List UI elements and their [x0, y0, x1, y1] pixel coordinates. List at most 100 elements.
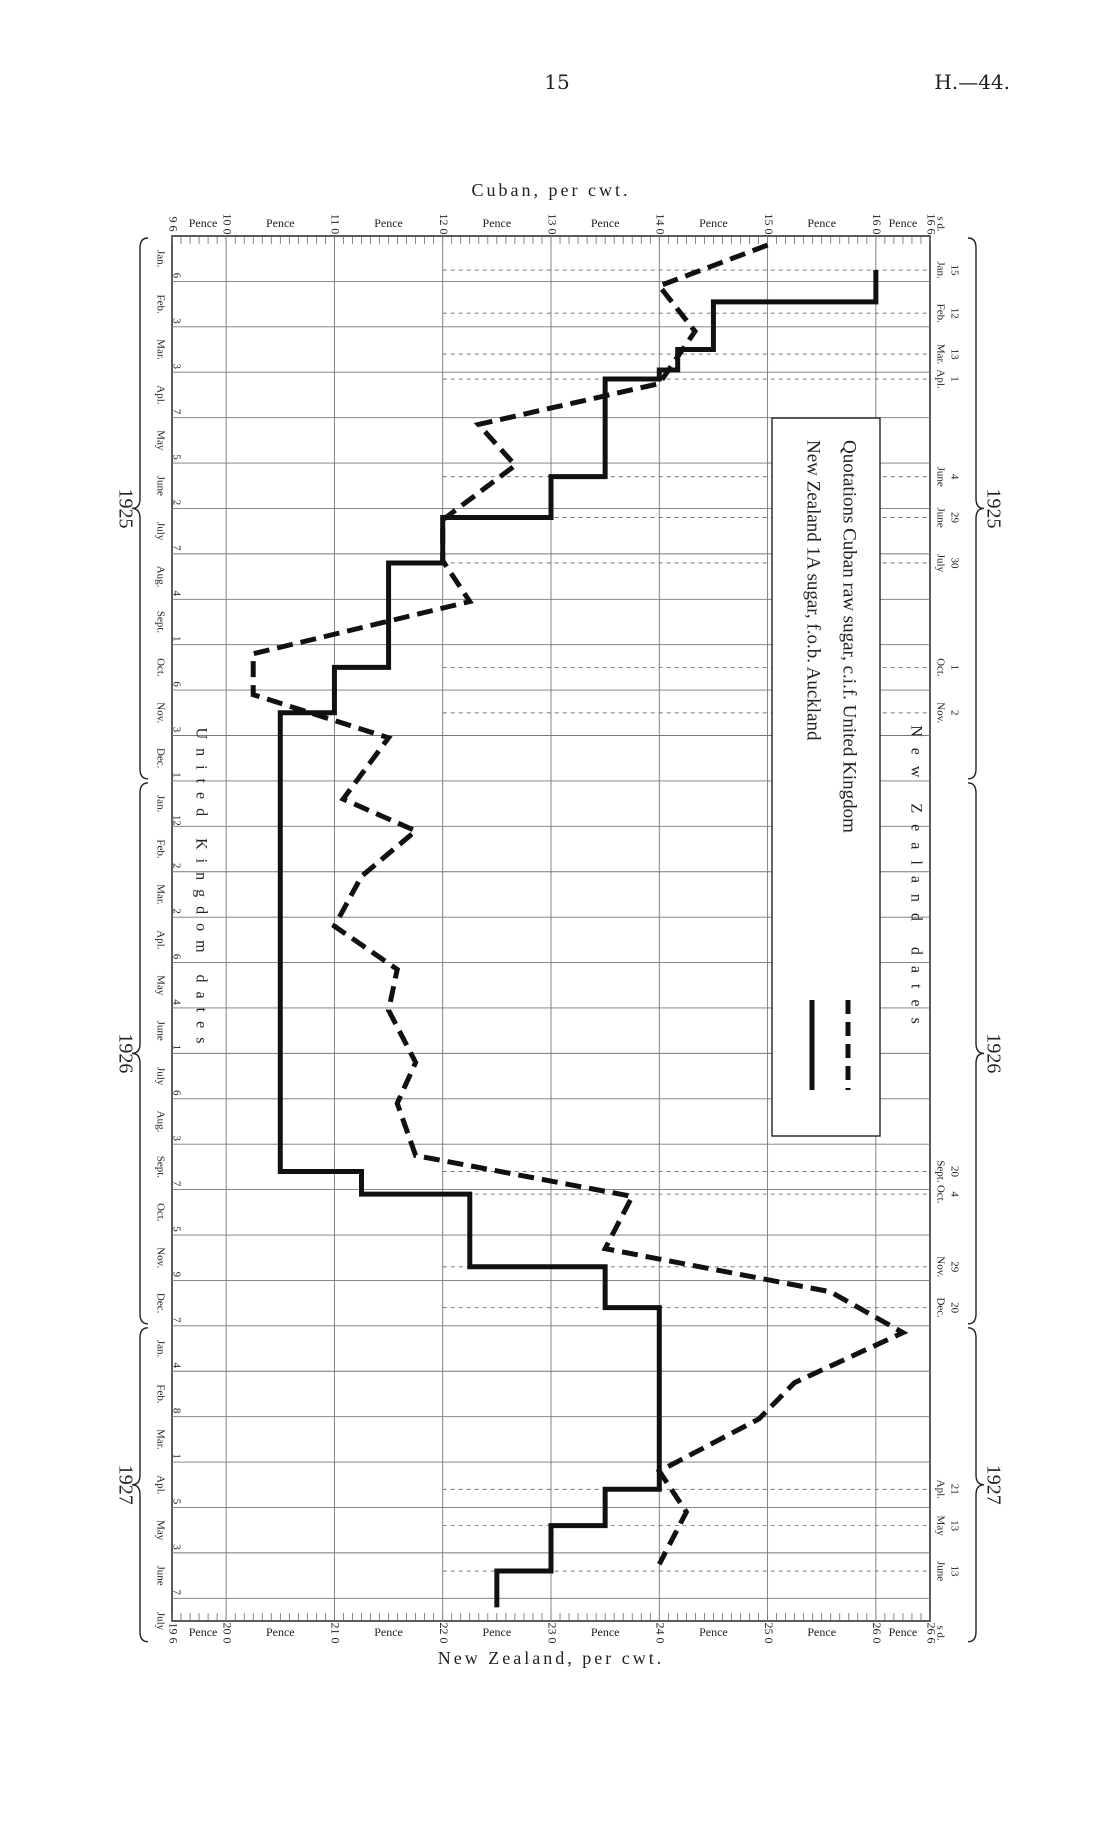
year-label-right: 1926: [982, 1033, 1004, 1073]
series-line-cuban: [250, 242, 909, 1566]
month-label: Apl.: [154, 1475, 166, 1495]
uk-day-label: 3: [170, 1135, 182, 1141]
bottom-unit-label: Pence: [699, 1625, 728, 1639]
nz-day-label: 20: [948, 1302, 960, 1314]
uk-day-label: 3: [170, 363, 182, 369]
bottom-tick-label: 20 0: [220, 1623, 234, 1644]
top-unit-label: Pence: [807, 216, 836, 230]
uk-day-label: 3: [170, 727, 182, 733]
nz-day-label: 2: [948, 710, 960, 716]
nz-month-label: Apl.: [934, 1480, 946, 1500]
bottom-unit-label: Pence: [483, 1625, 512, 1639]
nz-month-label: July: [934, 554, 946, 573]
month-label: Oct.: [154, 658, 166, 677]
top-unit-label: Pence: [591, 216, 620, 230]
bottom-tick-label: 25 0: [762, 1623, 776, 1644]
bottom-tick-label: 24 0: [654, 1623, 668, 1644]
uk-day-label: 6: [170, 273, 182, 279]
nz-month-label: Apl.: [934, 369, 946, 389]
uk-day-label: 2: [170, 500, 182, 506]
nz-month-label: Nov.: [934, 702, 946, 723]
year-label-left: 1925: [114, 488, 136, 528]
legend-label-nz: New Zealand 1A sugar, f.o.b. Auckland: [803, 440, 824, 741]
nz-day-label: 13: [948, 349, 960, 361]
nz-dates-label: New Zealand dates: [907, 725, 924, 1035]
month-label: Mar.: [154, 339, 166, 360]
bottom-tick-label: 26 6: [924, 1623, 938, 1644]
year-bracket-right: [967, 782, 985, 1325]
nz-day-label: 1: [948, 665, 960, 671]
year-label-left: 1927: [114, 1465, 136, 1505]
bottom-unit-label: Pence: [889, 1625, 918, 1639]
month-label: Nov.: [154, 1247, 166, 1268]
top-corner-label: s d.: [934, 216, 946, 232]
month-label: Aug.: [154, 1111, 166, 1133]
month-label: May: [154, 430, 166, 451]
nz-month-label: Nov.: [934, 1256, 946, 1277]
year-bracket-left: [131, 782, 149, 1325]
uk-day-label: 7: [170, 545, 182, 551]
nz-day-label: 4: [948, 1191, 960, 1197]
uk-day-label: 1: [170, 1453, 182, 1459]
month-label: Mar.: [154, 1429, 166, 1450]
top-unit-label: Pence: [889, 216, 918, 230]
year-bracket-left: [131, 237, 149, 780]
nz-month-label: Jan.: [934, 261, 946, 279]
uk-day-label: 4: [170, 1362, 182, 1368]
top-tick-label: 14 0: [654, 214, 668, 235]
year-bracket-right: [967, 237, 985, 780]
bottom-axis-title: New Zealand, per cwt.: [438, 1648, 664, 1668]
month-label: June: [154, 1021, 166, 1041]
nz-day-label: 4: [948, 474, 960, 480]
top-tick-label: 10 0: [220, 214, 234, 235]
uk-day-label: 3: [170, 318, 182, 324]
uk-day-label: 5: [170, 1499, 182, 1505]
nz-month-label: Mar.: [934, 344, 946, 365]
uk-day-label: 3: [170, 1544, 182, 1550]
nz-day-label: 15: [948, 265, 960, 277]
document-reference: H.—44.: [934, 70, 1010, 94]
month-label: Dec.: [154, 748, 166, 769]
uk-day-label: 7: [170, 1317, 182, 1323]
nz-month-label: June: [934, 1561, 946, 1581]
uk-dates-label: United Kingdom dates: [192, 728, 209, 1053]
nz-day-label: 29: [948, 512, 960, 524]
month-label: Jan.: [154, 795, 166, 813]
year-bracket-left: [131, 1327, 149, 1643]
uk-day-label: 7: [170, 409, 182, 415]
top-unit-label: Pence: [189, 216, 218, 230]
month-label: Apl.: [154, 930, 166, 950]
uk-day-label: 5: [170, 454, 182, 460]
bottom-tick-label: 23 0: [545, 1623, 559, 1644]
month-label: Jan.: [154, 250, 166, 268]
nz-day-label: 20: [948, 1166, 960, 1178]
bottom-tick-label: 21 0: [329, 1623, 343, 1644]
bottom-tick-label: 19 6: [166, 1623, 180, 1644]
uk-day-label: 2: [170, 863, 182, 869]
nz-month-label: Oct.: [934, 658, 946, 677]
nz-month-label: Dec.: [934, 1297, 946, 1318]
top-tick-label: 13 0: [545, 214, 559, 235]
month-label: Feb.: [154, 1384, 166, 1404]
series-line-nz: [277, 270, 879, 1608]
uk-day-label: 1: [170, 772, 182, 778]
uk-day-label: 8: [170, 1408, 182, 1414]
nz-month-label: June: [934, 467, 946, 487]
month-label: June: [154, 1566, 166, 1586]
top-tick-label: 15 0: [762, 214, 776, 235]
uk-day-label: 12: [170, 815, 182, 826]
nz-month-label: Sept.: [934, 1160, 946, 1183]
year-label-right: 1925: [982, 488, 1004, 528]
top-tick-label: 16 6: [924, 214, 938, 235]
top-unit-label: Pence: [483, 216, 512, 230]
top-tick-label: 16 0: [870, 214, 884, 235]
nz-month-label: Oct.: [934, 1185, 946, 1204]
nz-month-label: May: [934, 1516, 946, 1537]
uk-day-label: 7: [170, 1181, 182, 1187]
month-label: May: [154, 1520, 166, 1541]
month-label: Nov.: [154, 702, 166, 723]
bottom-tick-label: 26 0: [870, 1623, 884, 1644]
uk-day-label: 6: [170, 954, 182, 960]
